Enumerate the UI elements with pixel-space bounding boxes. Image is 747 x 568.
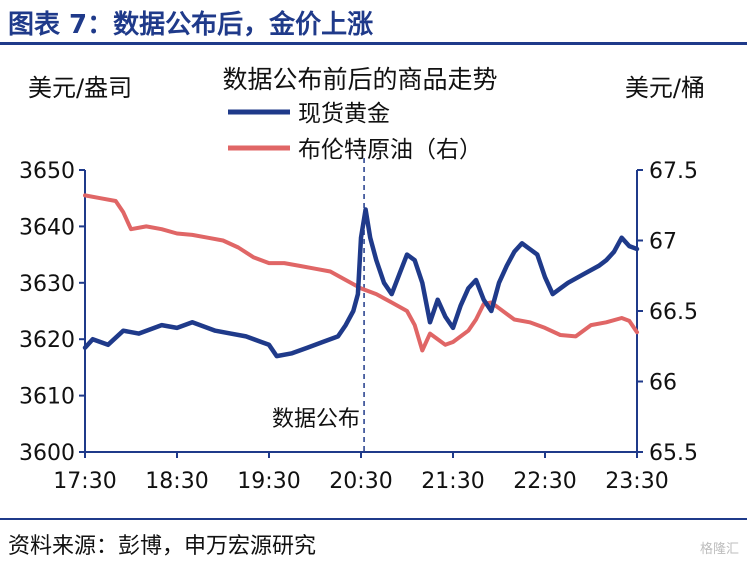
- y-left-tick-label: 3610: [19, 385, 75, 410]
- x-tick-label: 21:30: [421, 469, 484, 494]
- watermark: 格隆汇: [699, 542, 739, 557]
- axes: 3600 3610 3620 3630 3640 3650 65.5 66 66.5 67 67.5…: [19, 158, 698, 494]
- y-left-tick-label: 3650: [19, 159, 75, 184]
- y-right-tick-label: 67: [649, 230, 677, 255]
- legend-label-brent: 布伦特原油（右）: [298, 137, 482, 163]
- source-note: 资料来源：彭博，申万宏源研究: [8, 534, 317, 559]
- y-right-tick-label: 67.5: [649, 159, 698, 184]
- footer-rule: [0, 518, 747, 520]
- legend-label-gold: 现货黄金: [298, 101, 390, 127]
- chart-title: 数据公布前后的商品走势: [222, 65, 497, 94]
- y-right-tick-label: 66.5: [649, 300, 698, 325]
- y-right-tick-label: 65.5: [649, 441, 698, 466]
- y-axis-right-label: 美元/桶: [625, 74, 705, 102]
- x-tick-label: 18:30: [145, 469, 208, 494]
- y-axis-left-label: 美元/盎司: [28, 74, 132, 102]
- annotation-label: 数据公布: [272, 407, 360, 432]
- x-tick-label: 19:30: [237, 469, 300, 494]
- series-layer: [82, 193, 640, 359]
- y-left-tick-label: 3630: [19, 272, 75, 297]
- x-tick-label: 17:30: [53, 469, 116, 494]
- x-tick-label: 22:30: [513, 469, 576, 494]
- title-rule: [0, 42, 747, 45]
- y-left-tick-label: 3600: [19, 441, 75, 466]
- x-tick-label: 23:30: [605, 469, 668, 494]
- chart: 3600 3610 3620 3630 3640 3650 65.5 66 66.5 67 67.5…: [19, 65, 705, 494]
- figure-title: 图表 7：数据公布后，金价上涨: [8, 10, 374, 40]
- legend: 现货黄金 布伦特原油（右）: [228, 101, 482, 163]
- y-left-tick-label: 3640: [19, 215, 75, 240]
- series-line-brent: [83, 193, 639, 353]
- y-left-tick-label: 3620: [19, 328, 75, 353]
- y-right-tick-label: 66: [649, 371, 677, 396]
- series-line-gold: [82, 207, 640, 359]
- x-tick-label: 20:30: [329, 469, 392, 494]
